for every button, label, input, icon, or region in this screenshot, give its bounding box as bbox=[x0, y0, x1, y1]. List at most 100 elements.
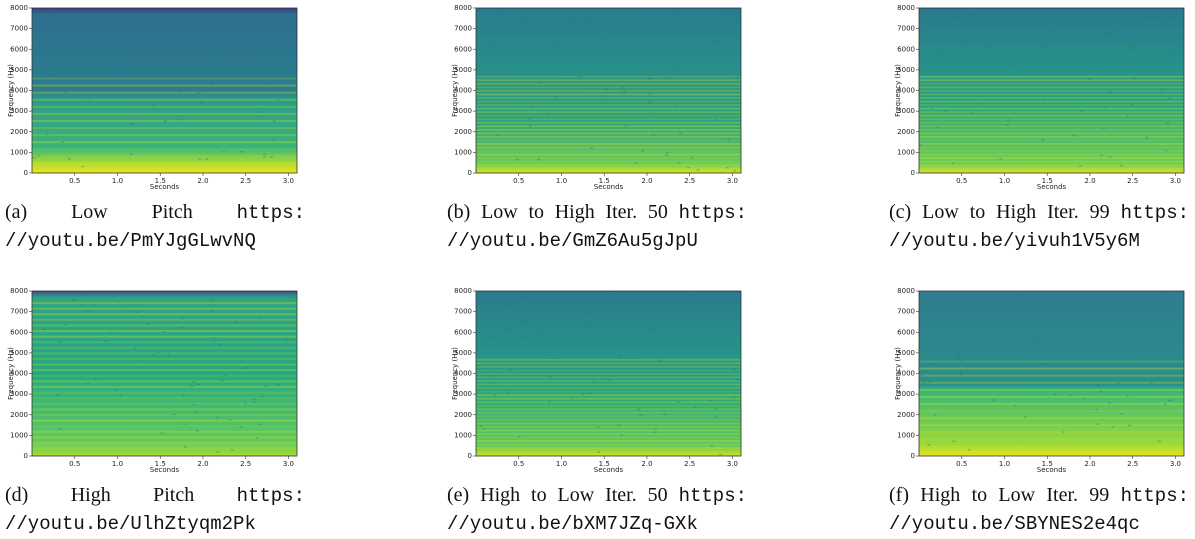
harmonic-band bbox=[919, 96, 1184, 99]
y-tick-label: 3000 bbox=[10, 107, 28, 115]
harmonic-band bbox=[476, 132, 741, 135]
texture bbox=[1130, 104, 1134, 106]
panel-label: (b) bbox=[447, 201, 471, 223]
panel-label: (a) bbox=[5, 201, 28, 223]
y-tick-label: 0 bbox=[468, 169, 472, 177]
texture bbox=[1023, 416, 1027, 418]
y-tick-label: 1000 bbox=[454, 148, 472, 156]
y-tick-label: 5000 bbox=[454, 349, 472, 357]
texture bbox=[483, 428, 487, 430]
harmonic-band bbox=[476, 171, 741, 174]
harmonic-band bbox=[476, 104, 741, 107]
texture bbox=[654, 428, 658, 430]
texture bbox=[291, 297, 295, 299]
texture bbox=[491, 45, 495, 48]
texture bbox=[952, 440, 956, 443]
texture bbox=[725, 166, 729, 169]
harmonic-band bbox=[919, 171, 1184, 174]
texture bbox=[715, 40, 719, 43]
harmonic-band bbox=[32, 119, 297, 122]
harmonic-band bbox=[476, 383, 741, 386]
texture bbox=[732, 396, 736, 399]
texture bbox=[1015, 342, 1019, 344]
harmonic-band bbox=[919, 150, 1184, 153]
harmonic-band bbox=[919, 139, 1184, 142]
texture bbox=[1005, 124, 1009, 127]
texture bbox=[1161, 292, 1165, 295]
texture bbox=[671, 12, 675, 14]
harmonic-band bbox=[32, 453, 297, 456]
texture bbox=[252, 398, 256, 400]
harmonic-band bbox=[919, 79, 1184, 82]
x-tick-label: 2.0 bbox=[641, 177, 652, 185]
texture bbox=[648, 307, 652, 310]
harmonic-band bbox=[32, 162, 297, 165]
texture bbox=[1102, 127, 1106, 130]
texture bbox=[547, 401, 551, 403]
texture bbox=[181, 317, 185, 319]
y-tick-label: 2000 bbox=[454, 411, 472, 419]
texture bbox=[491, 375, 495, 377]
texture bbox=[505, 391, 509, 394]
harmonic-band bbox=[476, 404, 741, 407]
harmonic-band bbox=[919, 367, 1184, 370]
texture bbox=[991, 399, 995, 401]
texture bbox=[1142, 39, 1146, 41]
y-tick-label: 3000 bbox=[897, 390, 915, 398]
caption-text: Low to High Iter. 99 bbox=[922, 201, 1110, 223]
texture bbox=[648, 77, 652, 80]
y-tick-label: 1000 bbox=[10, 148, 28, 156]
harmonic-band bbox=[476, 369, 741, 372]
harmonic-band bbox=[476, 82, 741, 85]
y-tick-label: 2000 bbox=[10, 411, 28, 419]
texture bbox=[1079, 165, 1083, 167]
texture bbox=[141, 39, 145, 41]
x-tick-label: 0.5 bbox=[513, 177, 524, 185]
texture bbox=[146, 323, 150, 326]
caption-line: (d) High Pitch https: bbox=[5, 482, 305, 510]
texture bbox=[617, 424, 621, 426]
texture bbox=[192, 46, 196, 48]
texture bbox=[252, 401, 256, 404]
texture bbox=[133, 347, 137, 350]
texture bbox=[653, 431, 657, 434]
harmonic-band bbox=[32, 307, 297, 310]
texture bbox=[528, 125, 532, 128]
texture bbox=[262, 46, 266, 48]
texture bbox=[52, 74, 56, 76]
harmonic-band bbox=[919, 125, 1184, 128]
harmonic-band bbox=[32, 302, 297, 305]
harmonic-band bbox=[919, 100, 1184, 103]
texture bbox=[648, 101, 652, 103]
x-tick-label: 1.5 bbox=[155, 177, 166, 185]
spectrogram bbox=[476, 291, 741, 456]
texture bbox=[553, 96, 557, 98]
texture bbox=[583, 59, 587, 61]
texture bbox=[143, 56, 147, 58]
texture bbox=[517, 347, 521, 349]
texture bbox=[37, 154, 41, 157]
texture bbox=[185, 65, 189, 67]
harmonic-band bbox=[919, 431, 1184, 434]
x-tick-label: 1.5 bbox=[1042, 177, 1053, 185]
y-axis-label: Frequency (Hz) bbox=[7, 64, 15, 117]
harmonic-band bbox=[476, 121, 741, 124]
harmonic-band bbox=[919, 121, 1184, 124]
texture bbox=[633, 162, 637, 164]
texture bbox=[257, 111, 261, 114]
texture bbox=[62, 87, 66, 90]
y-tick-label: 2000 bbox=[10, 128, 28, 136]
harmonic-band bbox=[476, 422, 741, 425]
y-tick-label: 6000 bbox=[454, 45, 472, 53]
url-path: //youtu.be/bXM7JZq-GXk bbox=[447, 513, 698, 535]
harmonic-band bbox=[476, 394, 741, 397]
texture bbox=[269, 16, 273, 19]
caption-line: (f) High to Low Iter. 99 https: bbox=[889, 482, 1189, 510]
texture bbox=[1082, 10, 1086, 13]
texture bbox=[205, 158, 209, 161]
texture bbox=[1169, 399, 1173, 402]
texture bbox=[228, 418, 232, 421]
texture bbox=[523, 297, 527, 299]
texture bbox=[977, 102, 981, 105]
texture bbox=[1087, 78, 1091, 80]
